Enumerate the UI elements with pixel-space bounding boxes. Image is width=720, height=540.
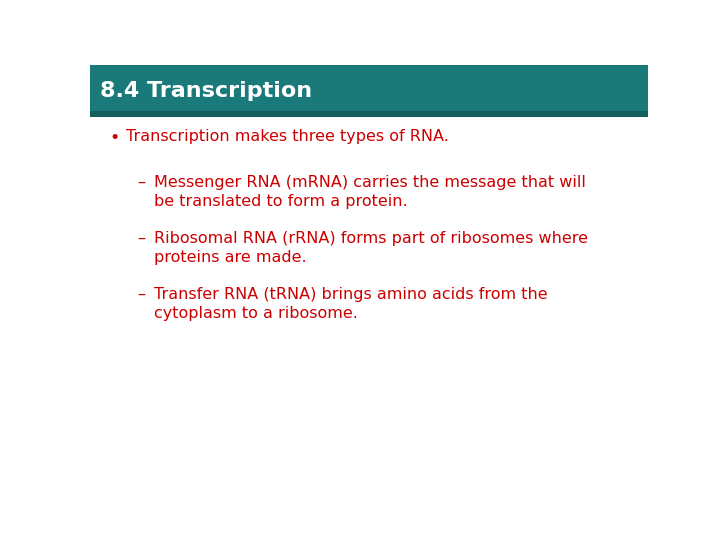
Text: Transfer RNA (tRNA) brings amino acids from the
cytoplasm to a ribosome.: Transfer RNA (tRNA) brings amino acids f… — [154, 287, 548, 321]
Text: –: – — [138, 287, 145, 302]
Text: •: • — [109, 129, 120, 147]
Text: 8.4 Transcription: 8.4 Transcription — [100, 81, 312, 101]
Text: –: – — [138, 175, 145, 190]
Text: –: – — [138, 231, 145, 246]
Text: Ribosomal RNA (rRNA) forms part of ribosomes where
proteins are made.: Ribosomal RNA (rRNA) forms part of ribos… — [154, 231, 588, 265]
FancyBboxPatch shape — [90, 65, 648, 117]
Text: Messenger RNA (mRNA) carries the message that will
be translated to form a prote: Messenger RNA (mRNA) carries the message… — [154, 175, 586, 209]
Text: Transcription makes three types of RNA.: Transcription makes three types of RNA. — [126, 129, 449, 144]
FancyBboxPatch shape — [90, 111, 648, 117]
